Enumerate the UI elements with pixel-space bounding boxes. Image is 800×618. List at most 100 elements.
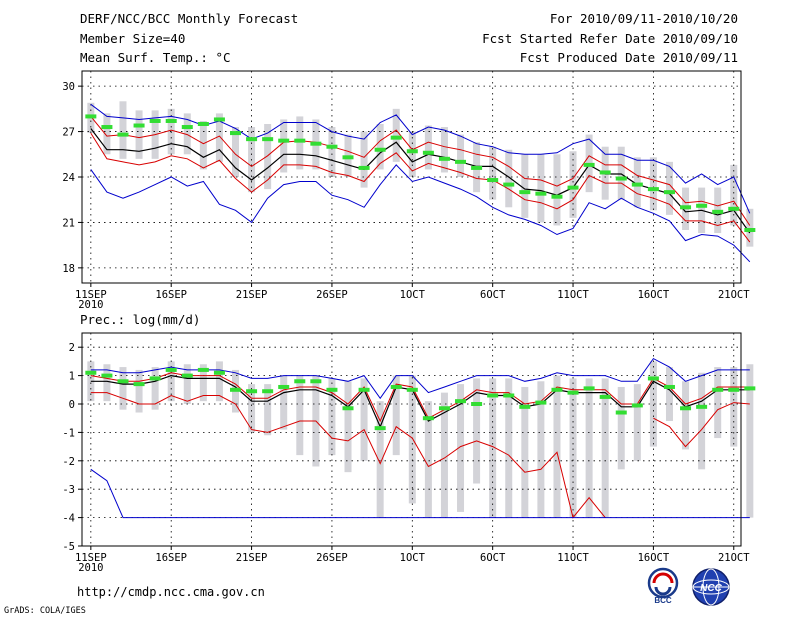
- precip-mean-marker: [117, 379, 129, 384]
- temp-mean-marker: [133, 123, 145, 128]
- precip-ensemble-bar: [199, 364, 207, 402]
- temp-mean-marker: [631, 182, 643, 187]
- temp-ensemble-bar: [103, 113, 111, 155]
- temp-ensemble-bar: [730, 164, 738, 226]
- temp-ytick-label: 21: [62, 217, 75, 229]
- temp-mean-marker: [567, 185, 579, 190]
- precip-mean-marker: [149, 376, 161, 381]
- precip-mean-marker: [471, 402, 483, 406]
- precip-xtick-label: 1OCT: [400, 552, 426, 564]
- precip-ensemble-bar: [698, 372, 706, 470]
- precip-mean-marker: [422, 416, 434, 421]
- precip-ensemble-bar: [537, 381, 545, 518]
- precip-xtick-label: 16OCT: [638, 552, 670, 564]
- precip-series-lower-inner: [90, 392, 750, 519]
- precip-ensemble-bar: [248, 384, 256, 433]
- precip-ensemble-bar: [746, 364, 754, 518]
- temp-mean-marker: [455, 159, 467, 164]
- temp-ytick-label: 24: [62, 172, 75, 184]
- precip-mean-marker: [696, 404, 708, 409]
- precip-ensemble-bar: [360, 378, 368, 461]
- temp-mean-marker: [358, 165, 370, 170]
- temp-ensemble-bar: [376, 124, 384, 170]
- temp-ensemble-bar: [521, 154, 529, 218]
- precip-ensemble-bar: [392, 375, 400, 456]
- precip-ensemble-bar: [633, 384, 641, 461]
- ncc-logo-text: NCC: [700, 583, 722, 594]
- header-produced-date: Fcst Produced Date 2010/09/11: [519, 50, 738, 65]
- precip-ensemble-bar: [135, 369, 143, 413]
- precip-ensemble-bar: [167, 361, 175, 402]
- temp-xtick-label: 1OCT: [400, 289, 426, 301]
- bcc-logo: BCC: [647, 567, 679, 605]
- ncc-logo: NCC: [692, 568, 730, 606]
- temp-mean-marker: [294, 138, 306, 143]
- precip-ensemble-bar: [714, 367, 722, 439]
- temp-ensemble-bar: [633, 157, 641, 208]
- header-member-size: Member Size=40: [80, 31, 186, 46]
- temp-mean-marker: [342, 155, 354, 160]
- precip-mean-marker: [455, 399, 467, 404]
- temp-ensemble-bar: [489, 146, 497, 200]
- precip-ensemble-bar: [440, 392, 448, 518]
- header-forecast-period: For 2010/09/11-2010/10/20: [549, 11, 738, 26]
- precip-ytick-label: -4: [62, 513, 75, 525]
- temp-xtick-year: 2010: [78, 299, 103, 311]
- temp-mean-marker: [599, 170, 611, 175]
- temp-ensemble-bar: [457, 134, 465, 177]
- precip-mean-marker: [535, 400, 547, 405]
- temp-ensemble-bar: [296, 116, 304, 170]
- precip-frame: [81, 332, 742, 547]
- precip-ensemble-bar: [376, 401, 384, 518]
- temp-mean-marker: [519, 190, 531, 195]
- precip-mean-marker: [358, 387, 370, 392]
- temp-mean-marker: [197, 122, 209, 126]
- precip-mean-marker: [728, 387, 740, 392]
- temp-mean-marker: [471, 165, 483, 170]
- precip-ensemble-bar: [553, 375, 561, 518]
- temp-mean-marker: [535, 191, 547, 196]
- precip-mean-marker: [680, 406, 692, 411]
- precip-ensemble-bar: [649, 361, 657, 447]
- temp-ensemble-bar: [505, 149, 513, 208]
- temp-ensemble-bar: [569, 151, 577, 218]
- temp-ensemble-bar: [280, 119, 288, 173]
- precip-series-ensemble-mean: [90, 374, 750, 429]
- temp-mean-marker: [406, 149, 418, 154]
- precip-mean-marker: [390, 384, 402, 389]
- precip-ensemble-bar: [215, 361, 223, 402]
- temp-ensemble-bar: [183, 113, 191, 155]
- temp-xtick-label: 11OCT: [557, 289, 589, 301]
- precip-ensemble-bar: [296, 375, 304, 456]
- precip-mean-marker: [551, 387, 563, 392]
- precip-xtick-label: 21SEP: [236, 552, 268, 564]
- temp-mean-marker: [229, 131, 241, 136]
- temp-mean-marker: [696, 203, 708, 208]
- precip-mean-marker: [374, 426, 386, 431]
- temp-mean-marker: [149, 118, 161, 123]
- temp-mean-marker: [647, 187, 659, 192]
- temp-ytick-label: 30: [62, 81, 75, 93]
- precip-mean-marker: [438, 406, 450, 411]
- temp-series-lower-inner: [90, 132, 751, 243]
- temp-xtick-label: 21OCT: [718, 289, 750, 301]
- precip-ensemble-bar: [344, 381, 352, 473]
- temp-xtick-label: 26SEP: [316, 289, 348, 301]
- precip-xtick-label: 6OCT: [480, 552, 506, 564]
- precip-mean-marker: [262, 389, 274, 394]
- precip-mean-marker: [631, 403, 643, 408]
- precip-mean-marker: [165, 367, 177, 372]
- precip-panel-title: Prec.: log(mm/d): [80, 312, 201, 327]
- temp-mean-marker: [85, 114, 97, 119]
- precip-mean-marker: [342, 406, 354, 411]
- temp-mean-marker: [487, 178, 499, 183]
- precip-series-upper-inner: [90, 372, 750, 423]
- precip-ensemble-bar: [569, 378, 577, 518]
- temp-mean-marker: [326, 144, 338, 149]
- precip-xtick-label: 11OCT: [557, 552, 589, 564]
- temp-mean-marker: [422, 150, 434, 155]
- footer-url[interactable]: http://cmdp.ncc.cma.gov.cn: [77, 585, 265, 599]
- temp-ensemble-bar: [135, 110, 143, 159]
- header-start-date: Fcst Started Refer Date 2010/09/10: [482, 31, 738, 46]
